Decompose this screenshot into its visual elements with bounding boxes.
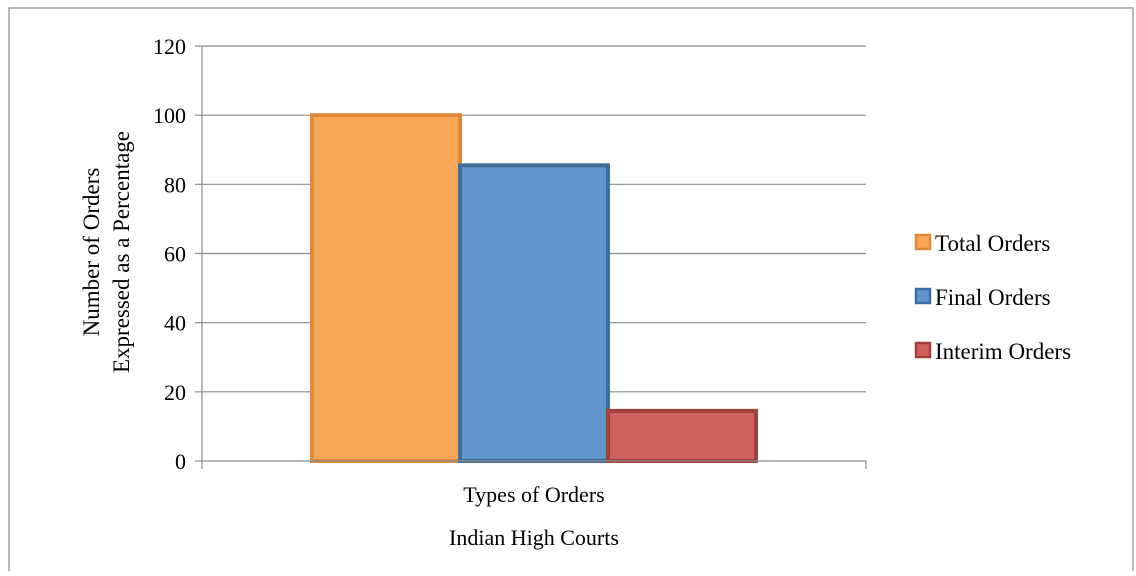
- axes: [195, 45, 867, 469]
- x-category-label: Types of Orders: [463, 482, 604, 507]
- y-tick-label: 100: [153, 103, 186, 128]
- y-tick-label: 20: [164, 380, 186, 405]
- y-tick-label: 80: [164, 172, 186, 197]
- bars: [310, 113, 758, 464]
- x-category-sublabel: Indian High Courts: [449, 525, 619, 550]
- y-tick-label: 0: [175, 449, 186, 474]
- y-tick-label: 40: [164, 311, 186, 336]
- legend-label-final-orders: Final Orders: [935, 285, 1051, 310]
- bar-final-orders: [458, 163, 610, 463]
- bar-total-orders: [310, 113, 462, 464]
- y-axis-label-line-1: Number of Orders: [79, 168, 104, 337]
- legend-swatch-interim-orders: [914, 341, 932, 359]
- y-axis-label-line-2: Expressed as a Percentage: [109, 131, 134, 373]
- legend: Total Orders Final Orders Interim Orders: [914, 231, 1071, 364]
- legend-label-total-orders: Total Orders: [935, 231, 1050, 256]
- legend-label-interim-orders: Interim Orders: [935, 339, 1071, 364]
- y-tick-label: 120: [153, 34, 186, 59]
- bar-interim-orders: [606, 408, 758, 463]
- legend-swatch-final-orders: [914, 287, 932, 305]
- legend-swatch-total-orders: [914, 233, 932, 251]
- y-tick-label: 60: [164, 242, 186, 267]
- y-tick-labels: 0 20 40 60 80 100 120: [153, 34, 186, 474]
